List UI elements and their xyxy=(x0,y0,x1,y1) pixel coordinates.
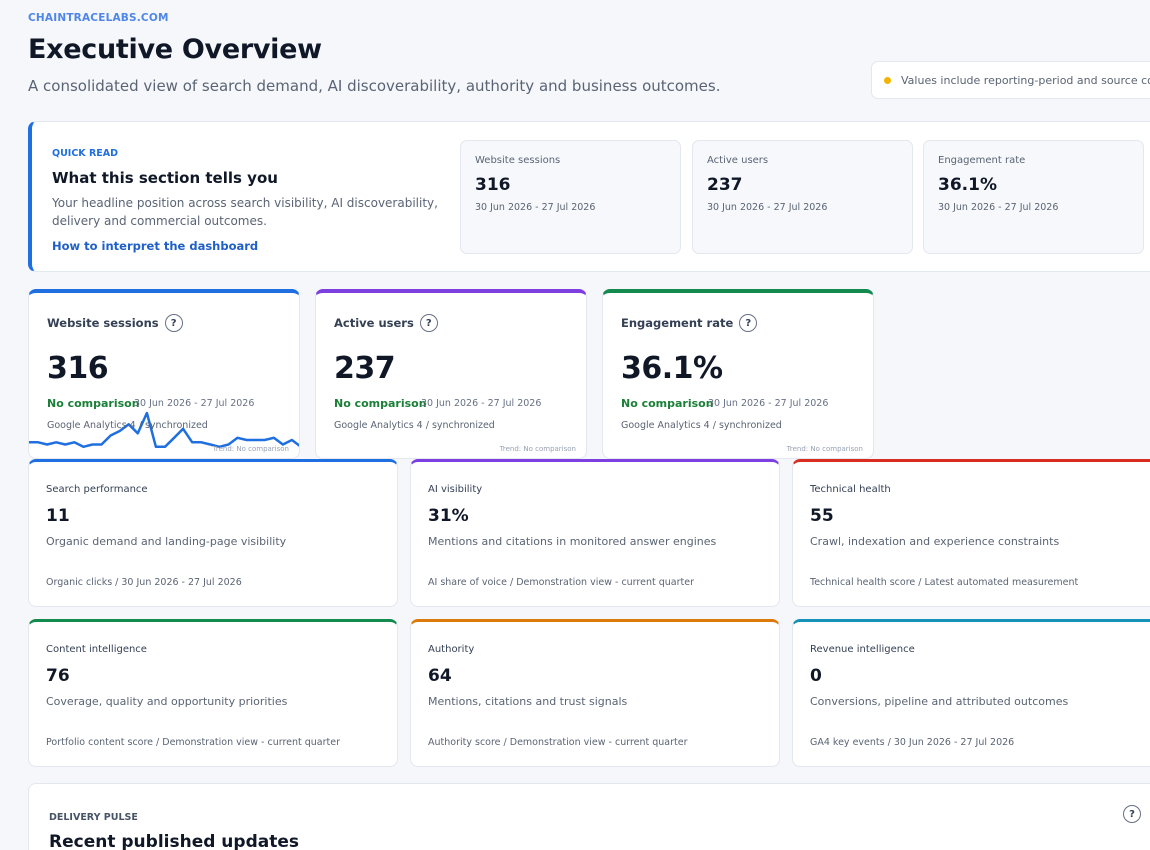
page-subtitle: A consolidated view of search demand, AI… xyxy=(28,77,721,95)
card-label: Technical health xyxy=(810,484,891,495)
quick-stat-sessions: Website sessions 316 30 Jun 2026 - 27 Ju… xyxy=(460,140,681,254)
quick-read-description: Your headline position across search vis… xyxy=(52,196,438,228)
kpi-value: 316 xyxy=(47,351,109,386)
kpi-source: Google Analytics 4 / synchronized xyxy=(47,420,208,431)
card-content-intelligence[interactable]: Content intelligence 76 Coverage, qualit… xyxy=(28,619,398,767)
card-description: Crawl, indexation and experience constra… xyxy=(810,535,1060,548)
kpi-card-website-sessions[interactable]: Website sessions ? 316 No comparison 30 … xyxy=(28,289,300,459)
card-value: 11 xyxy=(46,506,70,526)
card-label: Content intelligence xyxy=(46,644,147,655)
kpi-source: Google Analytics 4 / synchronized xyxy=(334,420,495,431)
card-value: 0 xyxy=(810,666,822,686)
delivery-title: Recent published updates xyxy=(49,832,299,850)
delivery-pulse-panel: DELIVERY PULSE Recent published updates … xyxy=(28,783,1150,850)
context-notice-text: Values include reporting-period and sour… xyxy=(901,73,1150,87)
quick-stat-period: 30 Jun 2026 - 27 Jul 2026 xyxy=(938,202,1059,213)
status-dot-icon xyxy=(884,76,891,84)
quick-stat-engagement: Engagement rate 36.1% 30 Jun 2026 - 27 J… xyxy=(923,140,1144,254)
card-value: 55 xyxy=(810,506,834,526)
card-label: Authority xyxy=(428,644,475,655)
kpi-period: 30 Jun 2026 - 27 Jul 2026 xyxy=(421,398,542,409)
card-authority[interactable]: Authority 64 Mentions, citations and tru… xyxy=(410,619,780,767)
card-description: Organic demand and landing-page visibili… xyxy=(46,535,287,548)
card-description: Coverage, quality and opportunity priori… xyxy=(46,695,288,708)
help-icon[interactable]: ? xyxy=(1123,805,1141,823)
kpi-card-engagement-rate[interactable]: Engagement rate ? 36.1% No comparison 30… xyxy=(602,289,874,459)
kpi-card-active-users[interactable]: Active users ? 237 No comparison 30 Jun … xyxy=(315,289,587,459)
kpi-value: 237 xyxy=(334,351,396,386)
help-icon[interactable]: ? xyxy=(739,314,758,332)
quick-stat-active-users: Active users 237 30 Jun 2026 - 27 Jul 20… xyxy=(692,140,913,254)
help-icon[interactable]: ? xyxy=(164,314,183,332)
kpi-label: Engagement rate ? xyxy=(621,314,758,332)
card-footer: Organic clicks / 30 Jun 2026 - 27 Jul 20… xyxy=(46,577,242,588)
quick-read-panel: QUICK READ What this section tells you Y… xyxy=(28,121,1150,272)
card-value: 31% xyxy=(428,506,469,526)
sessions-sparkline xyxy=(29,411,299,449)
kpi-label: Website sessions ? xyxy=(47,314,183,332)
kpi-label: Active users ? xyxy=(334,314,438,332)
card-label: AI visibility xyxy=(428,484,483,495)
quick-stat-period: 30 Jun 2026 - 27 Jul 2026 xyxy=(707,202,828,213)
delivery-kicker: DELIVERY PULSE xyxy=(49,812,138,823)
card-footer: Technical health score / Latest automate… xyxy=(810,577,1079,588)
card-ai-visibility[interactable]: AI visibility 31% Mentions and citations… xyxy=(410,459,780,607)
card-value: 76 xyxy=(46,666,70,686)
kpi-trend-note: Trend: No comparison xyxy=(499,445,576,453)
kpi-source: Google Analytics 4 / synchronized xyxy=(621,420,782,431)
help-icon[interactable]: ? xyxy=(419,314,438,332)
card-value: 64 xyxy=(428,666,452,686)
kpi-trend-note: Trend: No comparison xyxy=(212,445,289,453)
card-label: Revenue intelligence xyxy=(810,644,915,655)
card-footer: AI share of voice / Demonstration view -… xyxy=(428,577,694,588)
sparkline-series xyxy=(29,411,299,449)
quick-stat-label: Website sessions xyxy=(475,155,561,166)
quick-stat-label: Active users xyxy=(707,155,769,166)
context-notice: Values include reporting-period and sour… xyxy=(871,61,1150,99)
kpi-comparison: No comparison xyxy=(47,397,140,410)
page-title: Executive Overview xyxy=(28,34,322,65)
quick-stat-value: 237 xyxy=(707,175,743,195)
kpi-label-text: Engagement rate xyxy=(621,316,734,330)
kpi-period: 30 Jun 2026 - 27 Jul 2026 xyxy=(708,398,829,409)
card-footer: Portfolio content score / Demonstration … xyxy=(46,737,341,748)
kpi-period: 30 Jun 2026 - 27 Jul 2026 xyxy=(134,398,255,409)
card-label: Search performance xyxy=(46,484,148,495)
kpi-comparison: No comparison xyxy=(621,397,714,410)
card-revenue-intelligence[interactable]: Revenue intelligence 0 Conversions, pipe… xyxy=(792,619,1150,767)
card-technical-health[interactable]: Technical health 55 Crawl, indexation an… xyxy=(792,459,1150,607)
brand-label: CHAINTRACELABS.COM xyxy=(28,12,169,24)
quick-stat-value: 316 xyxy=(475,175,511,195)
interpret-dashboard-link[interactable]: How to interpret the dashboard xyxy=(52,239,259,253)
card-footer: GA4 key events / 30 Jun 2026 - 27 Jul 20… xyxy=(810,737,1015,748)
kpi-value: 36.1% xyxy=(621,351,723,386)
quick-read-kicker: QUICK READ xyxy=(52,148,119,159)
card-description: Mentions and citations in monitored answ… xyxy=(428,535,717,548)
card-search-performance[interactable]: Search performance 11 Organic demand and… xyxy=(28,459,398,607)
quick-stat-period: 30 Jun 2026 - 27 Jul 2026 xyxy=(475,202,596,213)
quick-read-title: What this section tells you xyxy=(52,169,278,187)
kpi-comparison: No comparison xyxy=(334,397,427,410)
kpi-label-text: Website sessions xyxy=(47,316,159,330)
quick-stat-value: 36.1% xyxy=(938,175,997,195)
kpi-trend-note: Trend: No comparison xyxy=(786,445,863,453)
card-description: Mentions, citations and trust signals xyxy=(428,695,628,708)
quick-stat-label: Engagement rate xyxy=(938,155,1026,166)
card-description: Conversions, pipeline and attributed out… xyxy=(810,695,1069,708)
kpi-label-text: Active users xyxy=(334,316,414,330)
card-footer: Authority score / Demonstration view - c… xyxy=(428,737,688,748)
